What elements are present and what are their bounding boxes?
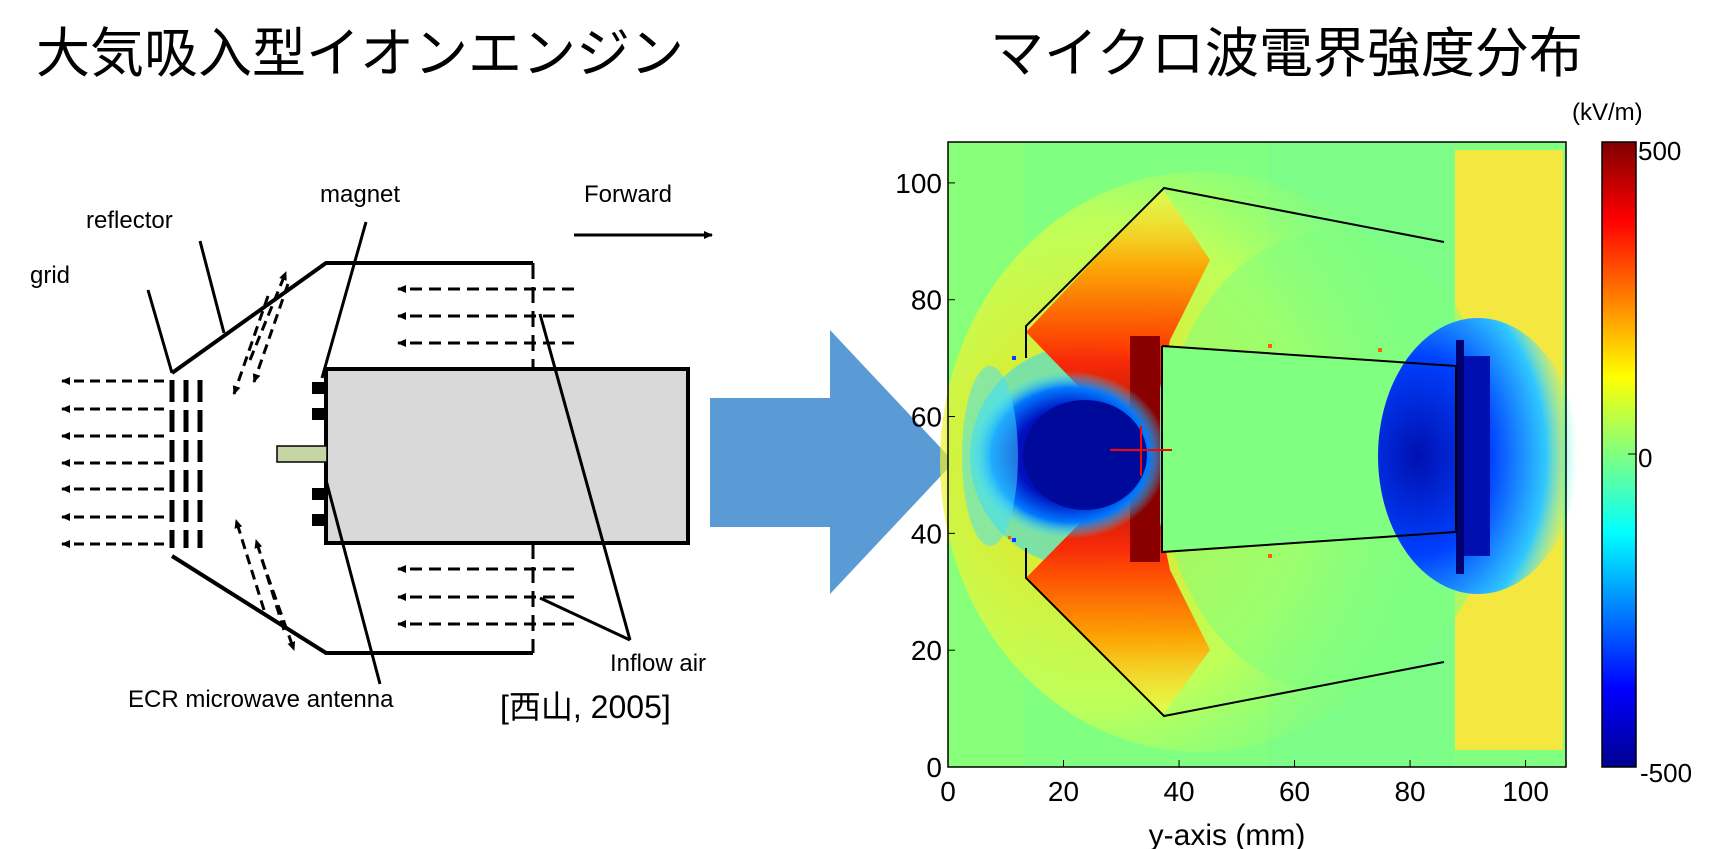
antenna-leader <box>324 479 382 685</box>
colorbar-min-label: -500 <box>1640 758 1692 788</box>
field-heatmap <box>940 142 1578 767</box>
forward-label: Forward <box>584 181 672 208</box>
magnet-leader <box>320 221 368 379</box>
x-tick-label: 100 <box>1502 776 1549 807</box>
y-tick-label: 60 <box>911 402 942 433</box>
inflow-arrows-upper <box>397 285 574 347</box>
microwave-antenna <box>276 445 328 463</box>
inflow-arrows-lower <box>397 565 574 628</box>
x-tick-label: 80 <box>1394 776 1425 807</box>
y-tick-label: 40 <box>911 518 942 549</box>
magnets <box>312 382 326 526</box>
transition-arrow <box>710 330 954 594</box>
x-tick-label: 0 <box>940 776 956 807</box>
y-axis: 0 20 40 60 80 100 <box>895 168 955 783</box>
reflected-arrows-lower <box>234 519 296 651</box>
colorbar-mid-label: 0 <box>1638 443 1652 473</box>
inflow-leader-1 <box>538 313 632 641</box>
speckles <box>1008 344 1382 558</box>
colorbar: 500 0 -500 (kV/m) <box>1572 99 1692 788</box>
x-axis: 0 20 40 60 80 100 <box>940 760 1549 807</box>
citation: [西山, 2005] <box>500 689 671 725</box>
inflow-air-label: Inflow air <box>610 650 706 677</box>
right-title: マイクロ波電界強度分布 <box>990 22 1583 85</box>
engine-diagram <box>61 221 713 685</box>
colorbar-unit: (kV/m) <box>1572 99 1643 126</box>
source-crosshair <box>1110 426 1172 476</box>
reflector-label: reflector <box>86 207 173 234</box>
inner-chamber <box>1162 346 1456 552</box>
reflector-leader <box>198 240 226 334</box>
y-tick-label: 100 <box>895 168 942 199</box>
exhaust-arrows <box>61 377 164 548</box>
antenna-label: ECR microwave antenna <box>128 686 394 713</box>
lower-housing-line <box>170 554 533 655</box>
x-tick-label: 20 <box>1048 776 1079 807</box>
engine-body <box>324 367 690 545</box>
left-title: 大気吸入型イオンエンジン <box>36 22 684 85</box>
y-tick-label: 80 <box>911 285 942 316</box>
inflow-leader-2 <box>539 596 631 642</box>
y-tick-label: 0 <box>926 752 942 783</box>
colorbar-max-label: 500 <box>1638 136 1681 166</box>
magnet-label: magnet <box>320 181 400 208</box>
grid-label: grid <box>30 262 70 289</box>
y-tick-label: 20 <box>911 635 942 666</box>
x-axis-label: y-axis (mm) <box>1149 819 1306 849</box>
grid-leader <box>146 289 174 374</box>
x-tick-label: 60 <box>1279 776 1310 807</box>
grid-plates <box>169 380 203 548</box>
x-tick-label: 40 <box>1163 776 1194 807</box>
plot-frame <box>947 141 1567 768</box>
chamber-outline <box>1025 186 1457 718</box>
reflected-arrows-upper <box>232 271 290 395</box>
upper-housing-line <box>170 261 533 375</box>
